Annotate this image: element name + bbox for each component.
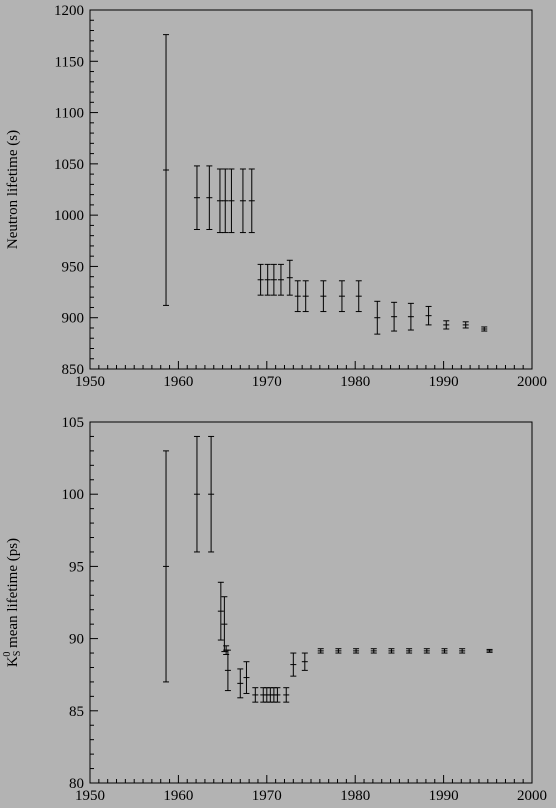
x-tick-label: 2000	[517, 374, 547, 390]
plot-frame	[89, 421, 533, 784]
error-bar	[283, 687, 290, 703]
error-bar	[252, 687, 259, 703]
error-bar	[353, 648, 360, 654]
error-bar	[163, 34, 170, 306]
error-bar	[274, 687, 281, 703]
error-bar	[243, 661, 250, 694]
error-bar	[290, 652, 297, 677]
y-tick-label: 90	[69, 632, 84, 648]
x-tick-label: 1960	[163, 788, 193, 804]
error-bar	[239, 168, 246, 234]
error-bar	[277, 263, 284, 296]
error-bar	[224, 649, 231, 692]
error-bar	[264, 263, 271, 296]
y-axis-label-part: 0	[2, 652, 13, 657]
error-bar	[193, 165, 200, 231]
error-bar	[355, 280, 362, 313]
error-bar	[423, 648, 430, 654]
error-bar	[486, 648, 493, 653]
error-bar	[388, 648, 395, 654]
y-tick-label: 850	[62, 362, 85, 378]
error-bar	[481, 326, 488, 332]
y-tick-label: 105	[62, 415, 85, 431]
error-bar	[248, 168, 255, 234]
error-bar	[406, 648, 413, 654]
error-bar	[221, 596, 228, 653]
error-bar	[425, 305, 432, 326]
error-bar	[302, 280, 309, 313]
error-bar	[370, 648, 377, 654]
error-bar	[286, 259, 293, 296]
error-bar	[335, 648, 342, 654]
x-tick-label: 2000	[517, 788, 547, 804]
x-tick-label: 1990	[429, 788, 459, 804]
error-bar	[407, 302, 414, 331]
error-bar	[193, 435, 200, 553]
error-bar	[228, 168, 235, 234]
x-tick-label: 1970	[252, 788, 282, 804]
error-bar	[222, 168, 229, 234]
y-tick-label: 100	[62, 487, 85, 503]
y-tick-label: 85	[69, 704, 84, 720]
y-axis-label-part: mean lifetime (ps)	[5, 538, 21, 652]
y-axis-label: Neutron lifetime (s)	[5, 130, 21, 249]
y-tick-label: 95	[69, 559, 84, 575]
x-tick-label: 1980	[340, 374, 370, 390]
error-bar	[441, 648, 448, 654]
y-axis-label-part: Neutron lifetime (s)	[5, 130, 21, 249]
error-bar	[462, 321, 469, 329]
y-axis-label-part: K	[5, 656, 21, 667]
error-bar	[294, 280, 301, 313]
error-bar	[443, 320, 450, 330]
error-bar	[338, 280, 345, 313]
y-tick-label: 1050	[54, 157, 84, 173]
error-bar	[317, 648, 324, 654]
x-tick-label: 1970	[252, 374, 282, 390]
y-axis-label: KS0 mean lifetime (ps)	[2, 538, 23, 667]
y-axis-label-part: S	[12, 651, 23, 657]
error-bar	[163, 450, 170, 683]
plot-frame	[89, 9, 533, 370]
error-bar	[217, 581, 224, 641]
y-tick-label: 1150	[55, 54, 84, 70]
error-bar	[270, 263, 277, 296]
y-tick-label: 1100	[55, 106, 84, 122]
x-tick-label: 1960	[163, 374, 193, 390]
error-bar	[206, 165, 213, 231]
x-tick-label: 1990	[429, 374, 459, 390]
error-bar	[459, 648, 466, 654]
error-bar	[320, 280, 327, 313]
x-tick-label: 1950	[75, 374, 105, 390]
error-bar	[391, 301, 398, 332]
y-tick-label: 900	[62, 311, 85, 327]
error-bar	[216, 168, 223, 234]
error-bar	[257, 263, 264, 296]
x-tick-label: 1950	[75, 788, 105, 804]
y-tick-label: 1200	[54, 3, 84, 19]
error-bar	[237, 668, 244, 699]
y-tick-label: 1000	[54, 208, 84, 224]
error-bar	[374, 300, 381, 335]
error-bar	[301, 652, 308, 671]
error-bar	[208, 435, 215, 553]
x-tick-label: 1980	[340, 788, 370, 804]
y-tick-label: 950	[62, 259, 85, 275]
y-tick-label: 80	[69, 776, 84, 792]
